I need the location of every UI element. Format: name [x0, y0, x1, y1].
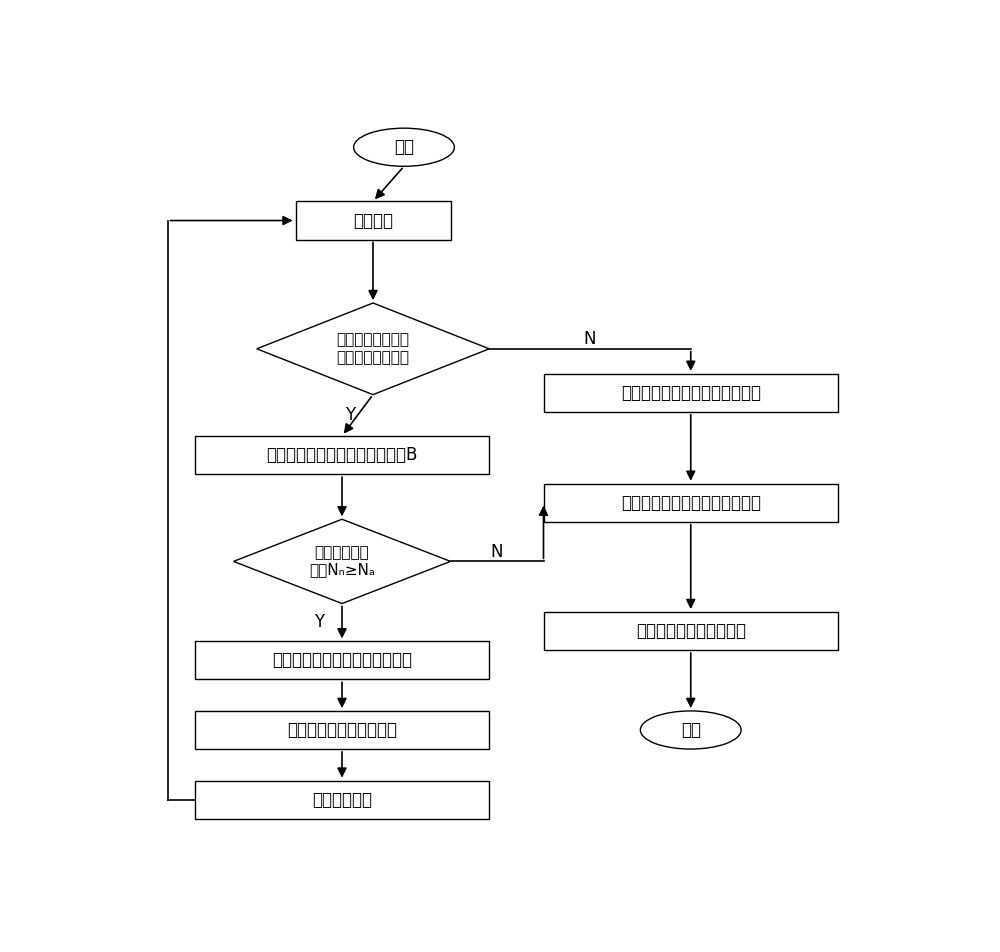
FancyBboxPatch shape: [296, 202, 451, 240]
Ellipse shape: [354, 129, 454, 167]
Text: 收费站工作人员收卡放行: 收费站工作人员收卡放行: [287, 721, 397, 739]
Polygon shape: [234, 519, 451, 604]
FancyBboxPatch shape: [544, 374, 838, 412]
Text: 收费管理服务器传达至收费终端: 收费管理服务器传达至收费终端: [621, 494, 761, 512]
Text: 收费站工作人员正常收费: 收费站工作人员正常收费: [636, 622, 746, 640]
Text: 是否车辆排队达到
或超过免费放行界: 是否车辆排队达到 或超过免费放行界: [336, 332, 410, 365]
FancyBboxPatch shape: [544, 484, 838, 522]
Text: N: N: [584, 330, 596, 348]
Text: N: N: [491, 543, 503, 561]
Ellipse shape: [640, 711, 741, 749]
Text: 向收费管理服务器传达收费信息: 向收费管理服务器传达收费信息: [621, 384, 761, 402]
Polygon shape: [257, 303, 489, 395]
Text: 向收费管理服务器传达数据信号B: 向收费管理服务器传达数据信号B: [266, 446, 418, 465]
Text: 车辆排队减少: 车辆排队减少: [312, 790, 372, 808]
Text: 结束: 结束: [681, 721, 701, 739]
FancyBboxPatch shape: [195, 436, 489, 474]
Text: 开始: 开始: [394, 138, 414, 156]
FancyBboxPatch shape: [195, 642, 489, 680]
FancyBboxPatch shape: [544, 612, 838, 650]
Text: Y: Y: [314, 613, 324, 631]
FancyBboxPatch shape: [195, 781, 489, 819]
Text: Y: Y: [345, 407, 355, 425]
Text: 是否符合放行
条件Nₙ≥Nₐ: 是否符合放行 条件Nₙ≥Nₐ: [309, 545, 375, 578]
FancyBboxPatch shape: [195, 711, 489, 749]
Text: 车辆排队: 车辆排队: [353, 211, 393, 229]
Text: 收费管理服务器传达至收费终端: 收费管理服务器传达至收费终端: [272, 651, 412, 669]
